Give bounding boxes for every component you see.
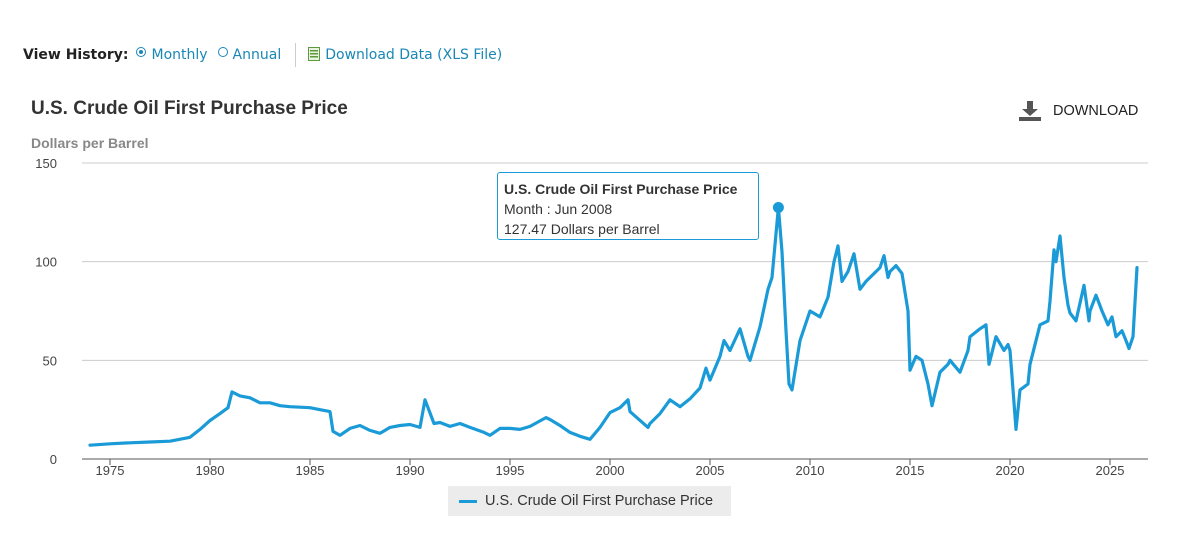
y-axis-label: Dollars per Barrel xyxy=(31,135,149,151)
divider xyxy=(295,43,297,67)
legend-label: U.S. Crude Oil First Purchase Price xyxy=(485,493,714,509)
download-button[interactable]: DOWNLOAD xyxy=(1019,101,1138,121)
chart-title: U.S. Crude Oil First Purchase Price xyxy=(31,98,348,119)
x-tick-labels: 1975 1980 1985 1990 1995 2000 2005 2010 2015 2020… xyxy=(96,463,1125,478)
radio-empty-icon xyxy=(217,47,228,57)
legend-swatch xyxy=(459,499,477,503)
x-tick-label: 1995 xyxy=(496,463,525,478)
x-tick-label: 1990 xyxy=(396,463,425,478)
annual-label: Annual xyxy=(232,47,282,63)
tooltip: U.S. Crude Oil First Purchase Price Mont… xyxy=(497,172,759,240)
x-tick-label: 2015 xyxy=(896,463,925,478)
view-history-label: View History: xyxy=(23,47,129,63)
annual-radio[interactable]: Annual xyxy=(217,47,282,63)
x-tick-label: 2010 xyxy=(796,463,825,478)
x-tick-label: 1980 xyxy=(196,463,225,478)
y-tick-label: 100 xyxy=(35,255,57,270)
radio-selected-icon xyxy=(136,47,147,57)
x-tick-label: 2005 xyxy=(696,463,725,478)
legend-item[interactable]: U.S. Crude Oil First Purchase Price xyxy=(448,486,731,516)
monthly-radio[interactable]: Monthly xyxy=(136,47,208,63)
spreadsheet-icon xyxy=(308,47,321,61)
tooltip-month: Month : Jun 2008 xyxy=(504,201,613,217)
x-tick-label: 1985 xyxy=(296,463,325,478)
download-label: DOWNLOAD xyxy=(1053,103,1139,119)
axes xyxy=(82,458,1148,465)
y-tick-label: 150 xyxy=(35,156,57,171)
view-history-bar: View History: Monthly Annual Download Da… xyxy=(23,43,502,67)
y-tick-label: 50 xyxy=(43,353,57,368)
tooltip-value: 127.47 Dollars per Barrel xyxy=(504,221,660,237)
y-tick-labels: 0 50 100 150 xyxy=(35,156,57,467)
y-tick-label: 0 xyxy=(50,452,57,467)
highlight-point[interactable] xyxy=(772,201,784,213)
x-tick-label: 2020 xyxy=(996,463,1025,478)
download-data-link[interactable]: Download Data (XLS File) xyxy=(308,47,502,63)
x-tick-label: 1975 xyxy=(96,463,125,478)
series-line[interactable] xyxy=(88,205,1139,447)
monthly-label: Monthly xyxy=(151,47,208,63)
gridlines xyxy=(82,162,1148,361)
download-data-label: Download Data (XLS File) xyxy=(325,47,503,63)
x-tick-label: 2000 xyxy=(596,463,625,478)
x-tick-label: 2025 xyxy=(1096,463,1125,478)
download-icon xyxy=(1019,101,1041,121)
tooltip-title: U.S. Crude Oil First Purchase Price xyxy=(504,181,738,197)
